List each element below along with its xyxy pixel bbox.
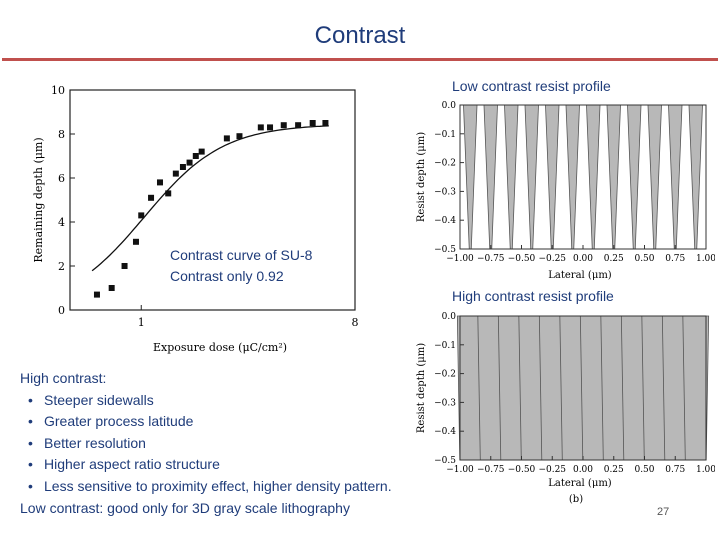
- data-point: [93, 291, 100, 298]
- y-tick-label: 6: [58, 172, 65, 185]
- y-tick-label: 8: [58, 128, 65, 141]
- contrast-curve-chart: 0 2 4 6 8 10 1 8 Remaining depth (μm) Exposure…: [30, 80, 370, 360]
- plot-frame: [69, 89, 356, 311]
- data-point: [223, 135, 230, 142]
- x-tick-label: 8: [352, 316, 359, 329]
- x-tick-label: 0.25: [604, 465, 624, 475]
- y-tick-label: −0.2: [434, 370, 456, 380]
- data-point: [257, 124, 264, 131]
- x-tick-label: −0.50: [508, 465, 536, 475]
- x-tick-label: 0.50: [634, 465, 654, 475]
- contrast-caption-line2: Contrast only 0.92: [170, 268, 284, 284]
- x-axis-label: Exposure dose (μC/cm²): [153, 341, 287, 354]
- y-tick-label: −0.5: [434, 456, 456, 466]
- x-tick-label: 0.50: [634, 254, 654, 264]
- data-point: [121, 263, 128, 269]
- x-tick-label: −0.25: [538, 254, 566, 264]
- y-tick-label: −0.1: [434, 341, 456, 351]
- bullet-item: Less sensitive to proximity effect, high…: [20, 476, 392, 498]
- x-tick-label: 0.25: [604, 254, 624, 264]
- contrast-caption-line1: Contrast curve of SU-8: [170, 247, 313, 263]
- x-tick-label: −1.00: [446, 254, 474, 264]
- data-point: [295, 122, 302, 129]
- high-contrast-profile-chart: 0.0 −0.1 −0.2 −0.3 −0.4 −0.5 −1.00 −0.75 −0.50−…: [410, 308, 715, 508]
- y-tick-label: −0.3: [434, 187, 456, 197]
- x-tick-label: 0.75: [665, 465, 685, 475]
- y-tick-label: −0.2: [434, 159, 456, 169]
- data-point: [172, 170, 179, 177]
- low-contrast-label: Low contrast: [20, 499, 100, 516]
- y-tick-label: 0.0: [442, 312, 457, 322]
- data-point: [186, 159, 193, 166]
- y-tick-label: −0.3: [434, 398, 456, 408]
- x-tick-label: −0.75: [477, 254, 505, 264]
- data-point: [236, 133, 243, 140]
- y-tick-label: 0.0: [442, 101, 457, 111]
- data-point: [198, 148, 205, 155]
- y-tick-label: 0: [58, 304, 65, 317]
- x-tick-label: 0.00: [573, 254, 593, 264]
- bullet-item: Greater process latitude: [20, 411, 392, 433]
- x-axis-label: Lateral (μm): [548, 270, 612, 281]
- data-point: [322, 120, 329, 126]
- data-point: [108, 285, 115, 291]
- data-point: [179, 164, 186, 170]
- y-tick-label: 4: [58, 216, 65, 229]
- data-point: [309, 120, 316, 126]
- x-tick-label: 1.00: [696, 465, 715, 475]
- page-number: 27: [657, 506, 670, 518]
- resist-line: [682, 315, 710, 461]
- data-point: [192, 153, 199, 159]
- x-tick-label: 1.00: [696, 254, 715, 264]
- x-tick-label: −0.75: [477, 465, 505, 475]
- y-tick-label: −0.5: [434, 245, 456, 255]
- data-point: [280, 122, 287, 129]
- y-tick-label: −0.1: [434, 130, 456, 140]
- data-point: [148, 194, 155, 201]
- title-divider: [2, 58, 718, 61]
- high-profile-caption: High contrast resist profile: [452, 288, 614, 304]
- low-profile-caption: Low contrast resist profile: [452, 78, 611, 94]
- high-contrast-bullets: Steeper sidewalls Greater process latitu…: [20, 390, 392, 498]
- y-axis-label: Resist depth (μm): [416, 132, 427, 222]
- y-tick-label: −0.4: [434, 427, 456, 437]
- panel-label: (b): [569, 494, 583, 505]
- data-point: [138, 212, 145, 219]
- slide-title: Contrast: [314, 22, 406, 49]
- data-point: [132, 238, 139, 245]
- data-point: [156, 179, 163, 186]
- y-tick-label: 2: [58, 260, 65, 273]
- high-contrast-heading: High contrast:: [20, 370, 107, 386]
- y-tick-label: 10: [51, 84, 65, 97]
- low-contrast-profile-chart: 0.0 −0.1 −0.2 −0.3 −0.4 −0.5 −1.00 −0.75 −0.50−…: [410, 100, 715, 285]
- x-tick-label: 0.00: [573, 465, 593, 475]
- x-tick-label: −0.25: [538, 465, 566, 475]
- y-axis-label: Resist depth (μm): [416, 343, 427, 433]
- contrast-notes: High contrast: Steeper sidewalls Greater…: [20, 368, 392, 519]
- data-point: [165, 190, 172, 197]
- y-tick-label: −0.4: [434, 216, 456, 226]
- x-tick-label: −1.00: [446, 465, 474, 475]
- x-tick-label: 1: [138, 316, 145, 329]
- x-tick-label: 0.75: [665, 254, 685, 264]
- fit-curve: [91, 125, 329, 272]
- low-contrast-line: Low contrast: good only for 3D gray scal…: [20, 498, 392, 520]
- data-point: [267, 124, 274, 131]
- x-axis-label: Lateral (μm): [548, 478, 612, 489]
- bullet-item: Higher aspect ratio structure: [20, 454, 392, 476]
- x-tick-label: −0.50: [508, 254, 536, 264]
- y-axis-label: Remaining depth (μm): [32, 137, 45, 262]
- bullet-item: Steeper sidewalls: [20, 390, 392, 412]
- low-contrast-desc: : good only for 3D gray scale lithograph…: [99, 499, 350, 516]
- bullet-item: Better resolution: [20, 433, 392, 455]
